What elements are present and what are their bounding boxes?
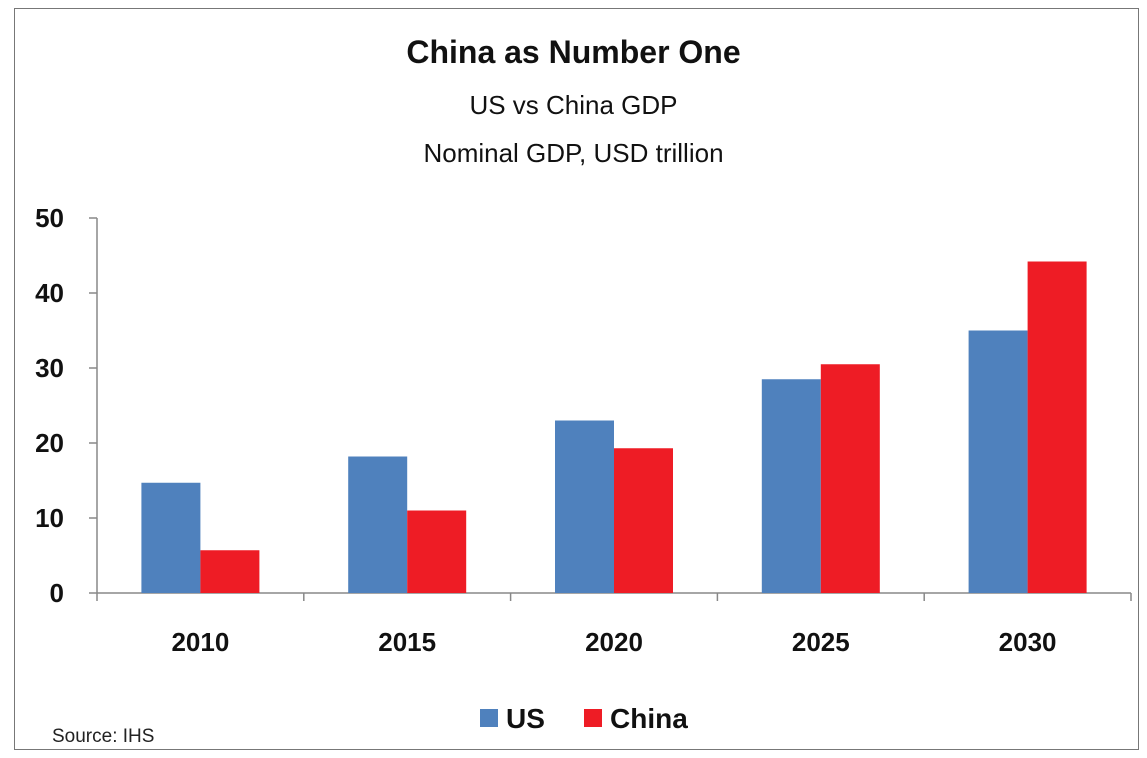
bar-us-2015	[348, 456, 408, 593]
chart-title: China as Number One	[406, 34, 741, 70]
x-tick-label: 2015	[378, 627, 436, 657]
source-note: Source: IHS	[52, 726, 155, 747]
y-tick-label: 30	[35, 353, 64, 383]
legend-swatch-china	[584, 709, 602, 727]
bar-us-2030	[968, 330, 1028, 593]
bar-china-2020	[614, 448, 673, 593]
y-tick-label: 50	[35, 203, 64, 233]
bar-china-2025	[820, 364, 880, 593]
bars	[141, 261, 1087, 593]
bar-us-2025	[761, 379, 821, 593]
y-axis: 0 10 20 30 40 50	[35, 203, 98, 608]
chart-subtitle: US vs China GDP	[469, 90, 678, 120]
legend-label-china: China	[610, 703, 688, 734]
legend-label-us: US	[506, 703, 545, 734]
chart-frame	[14, 8, 1139, 750]
y-tick-label: 10	[35, 503, 64, 533]
x-axis: 2010 2015 2020 2025 2030	[96, 592, 1132, 657]
bar-china-2010	[200, 550, 260, 593]
legend-swatch-us	[480, 709, 498, 727]
y-tick-label: 40	[35, 278, 64, 308]
x-tick-label: 2030	[999, 627, 1057, 657]
bar-china-2030	[1027, 261, 1087, 593]
x-tick-label: 2025	[792, 627, 850, 657]
x-tick-label: 2020	[585, 627, 643, 657]
bar-us-2020	[555, 420, 614, 593]
bar-china-2015	[407, 510, 467, 593]
y-tick-label: 20	[35, 428, 64, 458]
chart-units-subtitle: Nominal GDP, USD trillion	[423, 138, 724, 168]
bar-us-2010	[141, 482, 201, 593]
legend: US China	[480, 703, 688, 734]
y-tick-label: 0	[50, 578, 64, 608]
x-tick-label: 2010	[171, 627, 229, 657]
